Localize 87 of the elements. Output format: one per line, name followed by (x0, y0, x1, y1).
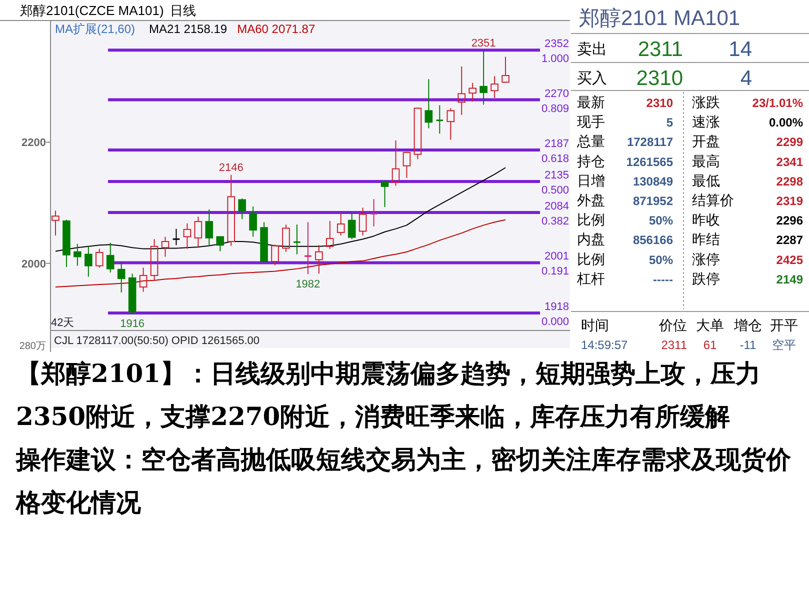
text: 14:59:57 (581, 338, 628, 352)
text: 2287 (776, 233, 804, 248)
ref-line-label: 2270 (544, 88, 569, 100)
text: MA21 2158.19 (149, 22, 228, 36)
text: 0.382 (541, 215, 569, 228)
text: 14 (728, 38, 752, 61)
text: 2311 (661, 338, 688, 352)
text: 最低 (692, 172, 720, 188)
text: 0.00% (768, 116, 804, 130)
text: 2299 (776, 135, 804, 150)
text: 跌停 (692, 270, 720, 286)
text: 2149 (776, 272, 804, 286)
text: 涨停 (692, 250, 720, 267)
annotation: 1982 (296, 278, 320, 290)
text: 开平 (770, 317, 798, 333)
text: 结算价 (692, 192, 734, 208)
annotation: 2146 (218, 162, 244, 174)
text: 价位 (658, 317, 687, 333)
text: 杠杆 (576, 270, 605, 286)
text: 增仓 (733, 317, 762, 333)
chart-title: 郑醇2101(CZCE MA101) (20, 3, 164, 18)
text: 0.618 (541, 153, 569, 166)
y-tick-label: 2000 (22, 258, 46, 270)
text: MA60 2071.87 (237, 22, 316, 36)
text: 时间 (581, 317, 609, 333)
text: 871952 (632, 194, 674, 208)
annotation: 2351 (471, 38, 496, 50)
text: 外盘 (577, 192, 605, 208)
text: 昨结 (692, 231, 720, 248)
annotation: 42天 (51, 317, 74, 329)
text: 总量 (576, 133, 605, 150)
text: 1728117 (626, 135, 674, 150)
text: 速涨 (692, 114, 720, 130)
ref-line-label: 2001 (544, 250, 569, 263)
text: 61 (703, 338, 717, 352)
legend-title: MA扩展(21,60) (55, 22, 136, 36)
text: 日增 (577, 172, 605, 188)
text: 23/1.01% (752, 96, 804, 110)
text: 130849 (632, 174, 674, 188)
text: 280万 (19, 341, 46, 352)
text: 0.191 (541, 266, 569, 278)
text: 持仓 (577, 152, 605, 169)
text: 4 (740, 67, 752, 90)
text: 0.809 (541, 102, 569, 115)
text: 1.000 (541, 53, 569, 66)
text: 【郑醇2101】：日线级别中期震荡偏多趋势，短期强势上攻，压力2350附近，支撑2270附近，消费旺季来临，库存压力有所缓解 (16, 358, 762, 433)
text: 内盘 (577, 231, 605, 248)
text: 2298 (776, 174, 804, 188)
text: 0.500 (541, 184, 569, 197)
text: 大单 (696, 317, 724, 333)
text: 昨收 (692, 212, 720, 228)
text: 比例 (577, 212, 605, 228)
text: 2310 (646, 96, 674, 110)
text: 0.000 (541, 316, 569, 328)
text: 最新 (577, 94, 605, 110)
text: -11 (740, 338, 757, 352)
text: 现手 (577, 114, 605, 130)
text: 2319 (776, 194, 804, 208)
text: 50% (648, 252, 674, 267)
text: 2425 (776, 252, 804, 267)
text: 比例 (577, 250, 605, 267)
text: 操作建议：空仓者高抛低吸短线交易为主，密切关注库存需求及现货价格变化情况 (16, 444, 792, 519)
annotation: 1916 (120, 318, 145, 330)
text: CJL 1728117.00(50:50) OPID 1261565.00 (54, 335, 260, 347)
text: 涨跌 (692, 94, 720, 110)
ref-line-label: 2084 (544, 200, 569, 212)
ref-line-label: 2352 (544, 38, 569, 50)
text: 空平 (772, 338, 796, 352)
text: 最高 (692, 152, 720, 169)
ref-line-label: 2187 (544, 138, 569, 150)
text: 2296 (776, 214, 804, 228)
text: 856166 (632, 233, 674, 248)
ref-line-label: 2135 (544, 170, 569, 182)
text: 5 (666, 116, 674, 130)
text: 郑醇2101 MA101 (579, 7, 740, 30)
ref-line-label: 1918 (544, 301, 569, 314)
text: 2341 (776, 154, 804, 169)
text: ----- (653, 272, 673, 286)
text: 2310 (636, 67, 683, 90)
chart-subtitle: 日线 (170, 3, 196, 18)
text: 50% (648, 214, 674, 228)
text: 卖出 (577, 41, 607, 58)
text: 1261565 (626, 154, 674, 169)
text: 开盘 (692, 133, 720, 150)
y-tick-label: 2200 (22, 137, 46, 150)
text: 2311 (638, 38, 683, 61)
text: 买入 (577, 70, 607, 87)
